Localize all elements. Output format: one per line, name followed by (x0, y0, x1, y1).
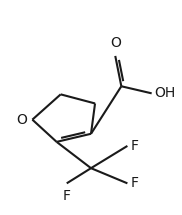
Text: O: O (110, 36, 121, 50)
Text: F: F (130, 139, 139, 153)
Text: F: F (130, 176, 139, 190)
Text: F: F (63, 189, 71, 203)
Text: OH: OH (155, 86, 176, 100)
Text: O: O (16, 113, 27, 127)
